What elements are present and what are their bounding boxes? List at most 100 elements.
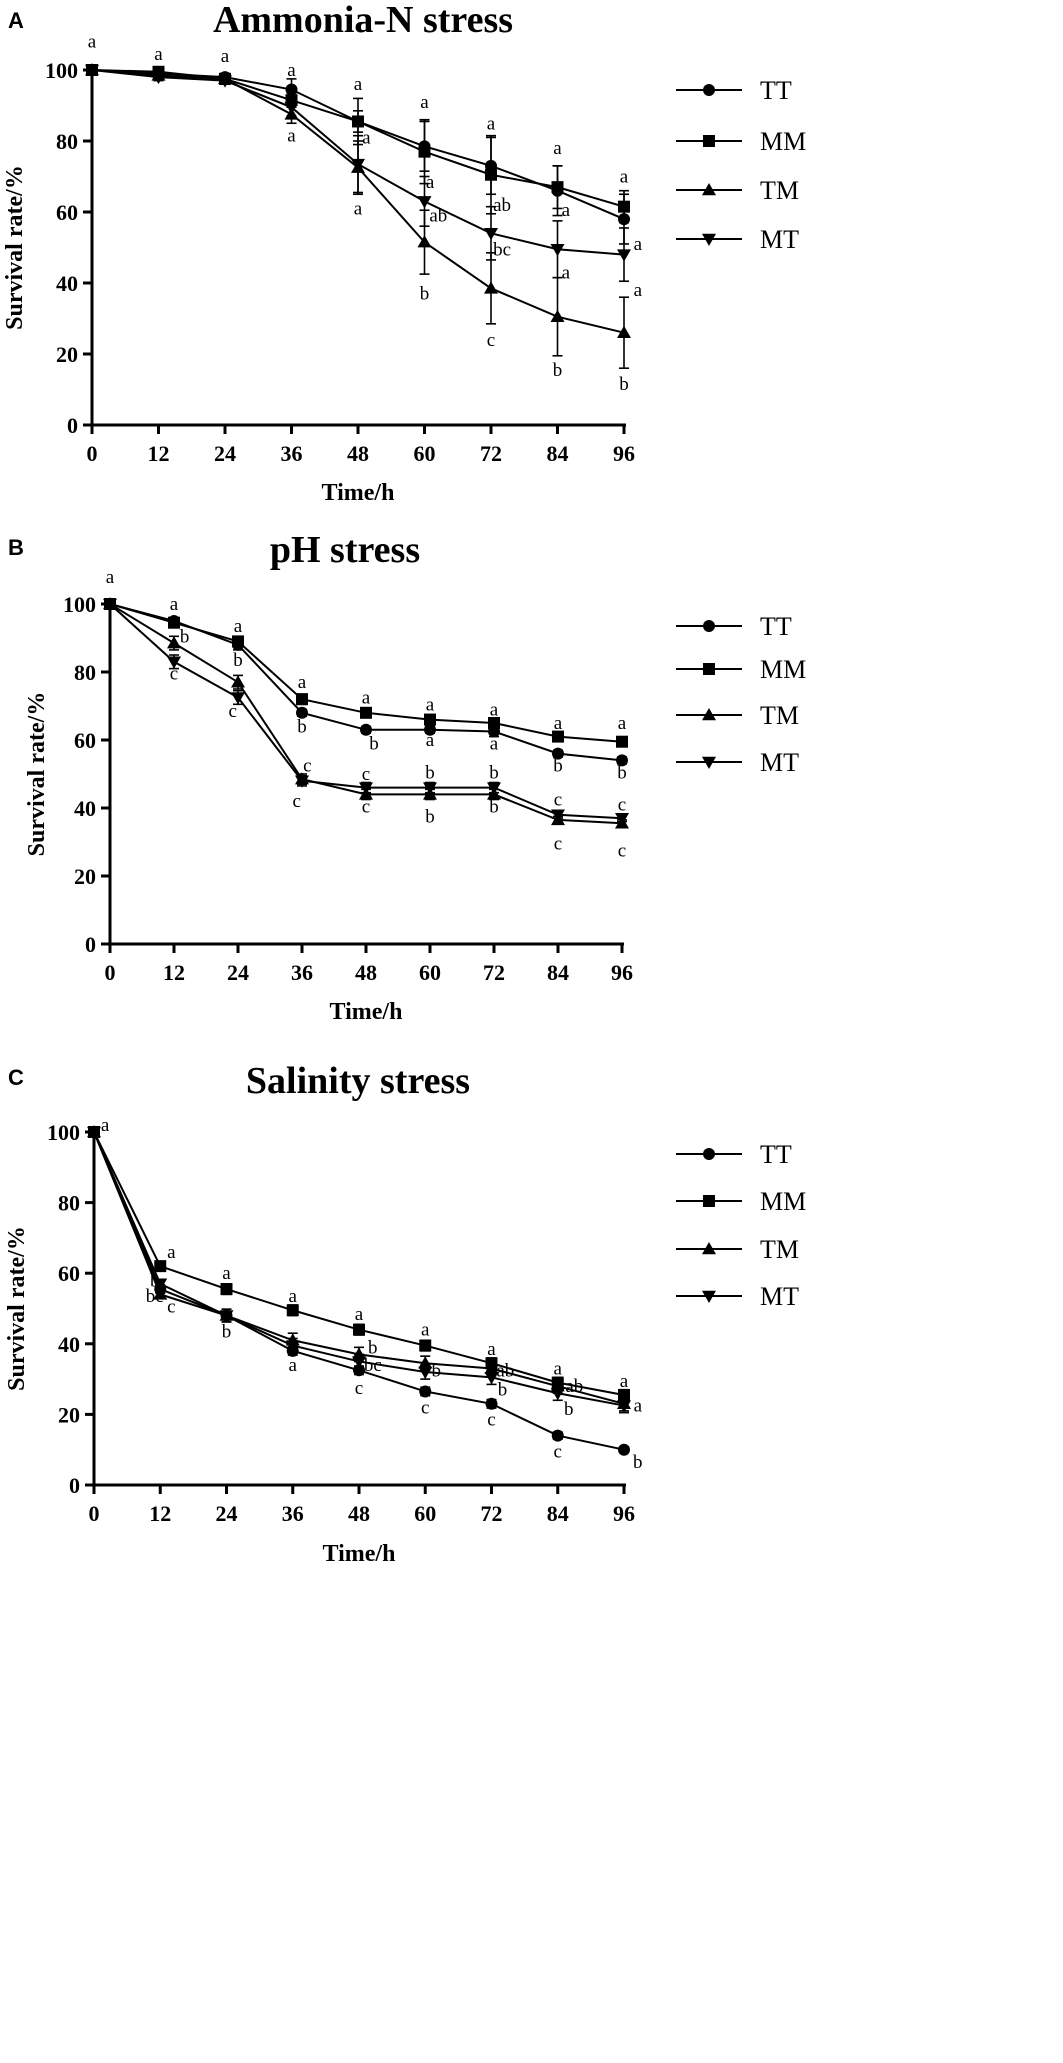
x-tick-label: 72 — [481, 1501, 503, 1526]
significance-letter: c — [355, 1378, 363, 1399]
data-point-tt — [419, 1385, 432, 1398]
y-tick-label: 40 — [58, 1332, 80, 1357]
x-tick-label: 48 — [347, 441, 369, 466]
significance-letter: a — [490, 699, 499, 720]
y-tick-label: 60 — [58, 1261, 80, 1286]
significance-letter: b — [425, 807, 435, 828]
significance-letter: c — [303, 756, 311, 777]
legend-label: TM — [760, 701, 799, 730]
significance-letter: c — [167, 1297, 175, 1318]
data-point-tm — [417, 235, 432, 248]
legend-marker — [702, 233, 716, 246]
significance-letter: bc — [493, 239, 511, 260]
significance-letter: a — [553, 138, 562, 159]
significance-letter: a — [554, 713, 563, 734]
legend-item-tm: TM — [676, 176, 799, 205]
data-point-mt — [85, 64, 99, 77]
data-point-mt — [487, 782, 501, 795]
data-point-mt — [285, 1340, 300, 1353]
y-axis-label: Survival rate/% — [4, 1226, 30, 1391]
y-tick-label: 0 — [69, 1473, 80, 1498]
significance-letter: a — [634, 1396, 643, 1417]
x-tick-label: 84 — [547, 960, 569, 985]
significance-letter: b — [222, 1321, 232, 1342]
data-point-mt — [167, 656, 181, 669]
data-point-tm — [231, 675, 245, 688]
legend-marker — [702, 708, 716, 721]
y-tick-label: 100 — [45, 58, 78, 83]
significance-letter: c — [618, 841, 626, 862]
x-tick-label: 36 — [291, 960, 313, 985]
data-point-mt — [295, 775, 309, 788]
data-point-mt — [617, 249, 631, 262]
x-axis-label: Time/h — [323, 1541, 396, 1567]
legend-item-mm: MM — [676, 127, 806, 156]
data-point-tt — [616, 754, 628, 767]
significance-letter: c — [421, 1397, 429, 1418]
significance-letter: a — [426, 730, 435, 751]
significance-letter: c — [362, 764, 370, 785]
series-mt — [85, 64, 631, 283]
data-point-mm — [296, 693, 308, 706]
y-axis-label: Survival rate/% — [2, 165, 28, 330]
legend-item-mm: MM — [676, 655, 806, 684]
panel-letter: B — [8, 535, 24, 560]
data-point-mm — [220, 1283, 233, 1296]
legend-marker — [703, 1195, 715, 1207]
significance-letter: c — [362, 796, 370, 817]
x-tick-label: 24 — [214, 441, 236, 466]
data-point-mm — [485, 168, 497, 181]
y-tick-label: 80 — [58, 1191, 80, 1216]
legend-item-tm: TM — [676, 701, 799, 730]
significance-letter: b — [553, 756, 563, 777]
significance-letter: a — [88, 32, 97, 53]
series-mt — [87, 1126, 631, 1414]
panel-letter: A — [8, 8, 24, 33]
data-point-mm — [488, 717, 500, 729]
data-point-tm — [484, 281, 498, 294]
x-axis-label: Time/h — [330, 999, 403, 1025]
data-point-mm — [353, 1323, 365, 1336]
significance-letter: a — [420, 92, 429, 113]
legend-label: TM — [760, 176, 799, 205]
significance-letter: c — [487, 1410, 495, 1431]
legend-item-tm: TM — [676, 1235, 799, 1264]
data-point-mt — [352, 1356, 366, 1369]
y-tick-label: 20 — [74, 864, 96, 889]
data-point-tt — [551, 1429, 564, 1442]
data-point-mm — [424, 713, 436, 726]
data-point-mt — [417, 196, 432, 209]
data-point-mt — [615, 812, 629, 826]
x-tick-label: 60 — [414, 441, 436, 466]
legend-marker — [703, 84, 715, 96]
significance-letter: a — [355, 1304, 364, 1325]
chart-panel-a: A Ammonia-N stress 0 12 24 36 48 60 72 84 96 0 20 40 6… — [2, 0, 806, 506]
significance-letter: a — [620, 167, 629, 188]
y-tick-label: 100 — [63, 592, 96, 617]
significance-letter: b — [297, 716, 307, 737]
significance-letter: a — [362, 688, 371, 709]
data-point-mt — [231, 692, 245, 705]
data-point-tt — [618, 1443, 630, 1456]
data-point-mt — [550, 1387, 565, 1401]
significance-letter: a — [222, 1263, 231, 1284]
significance-letter: a — [421, 1320, 430, 1341]
significance-letter: c — [170, 664, 178, 685]
data-point-mt — [219, 1310, 234, 1323]
significance-letter: a — [354, 74, 363, 95]
x-tick-label: 36 — [282, 1501, 304, 1526]
data-point-mt — [617, 1400, 631, 1413]
chart-panel-c: C Salinity stress 0 12 24 36 48 60 72 84 96 0 20 40 60… — [4, 1060, 806, 1567]
data-point-mm — [286, 1304, 299, 1317]
significance-letter: a — [167, 1242, 176, 1263]
significance-letter: a — [562, 200, 571, 221]
significance-letter: b — [233, 650, 243, 671]
significance-letter: a — [554, 1359, 563, 1380]
significance-letter: c — [228, 701, 236, 722]
legend: TT MM TM MT — [676, 612, 806, 777]
significance-letter: a — [154, 44, 163, 65]
significance-letter: a — [287, 60, 296, 81]
data-point-mm — [418, 145, 431, 158]
